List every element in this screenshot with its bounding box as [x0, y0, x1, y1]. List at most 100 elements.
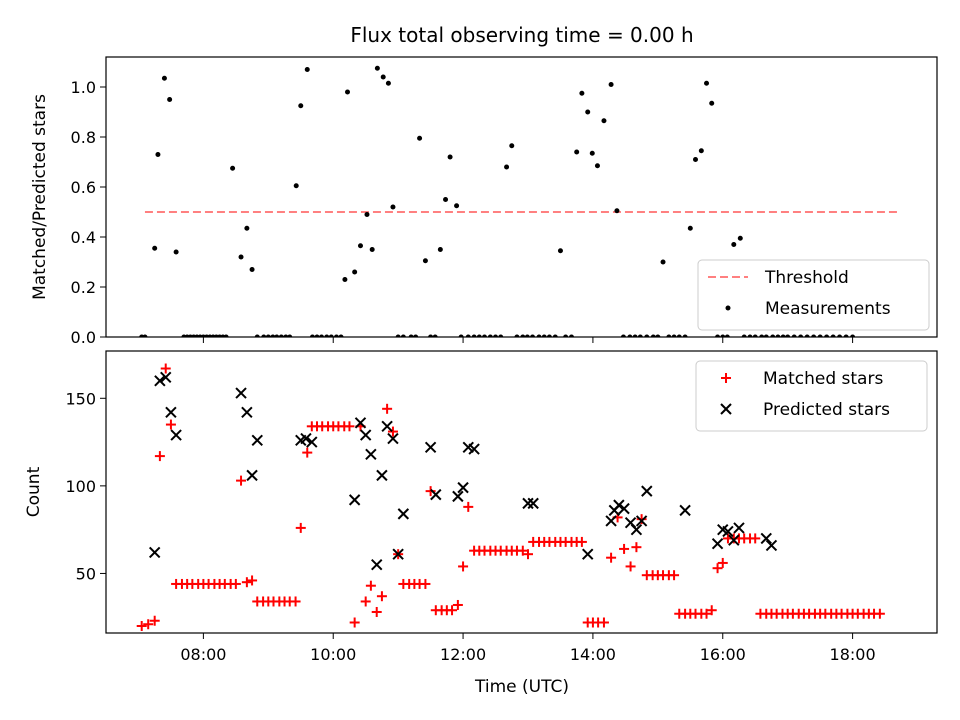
- predicted-star-point: [354, 417, 367, 429]
- predicted-star-point: [679, 504, 691, 517]
- measurement-point: [324, 334, 330, 337]
- predicted-star-point: [241, 406, 253, 419]
- measurement-point: [408, 334, 414, 337]
- matched-star-point: [458, 561, 469, 572]
- predicted-star-point: [582, 548, 594, 560]
- predicted-star-point: [251, 434, 263, 447]
- measurement-point: [364, 212, 370, 217]
- measurement-point: [568, 334, 574, 337]
- y-tick-label: 150: [65, 389, 96, 408]
- y-axis-label: Count: [24, 466, 44, 517]
- measurement-point: [687, 225, 693, 231]
- measurement-point: [731, 242, 737, 247]
- predicted-star-point: [527, 497, 539, 510]
- measurement-point: [443, 197, 449, 202]
- matched-star-point: [712, 563, 723, 574]
- y-tick-label: 50: [76, 564, 96, 583]
- measurement-point: [614, 208, 620, 214]
- measurement-point: [230, 165, 236, 171]
- matched-star-point: [636, 514, 647, 525]
- legend-predicted-swatch: [720, 403, 732, 415]
- measurement-point: [632, 334, 638, 337]
- measurement-point: [287, 334, 293, 337]
- predicted-star-point: [765, 539, 778, 552]
- measurement-point: [283, 334, 289, 337]
- matched-star-point: [576, 536, 587, 547]
- measurement-point: [843, 334, 849, 337]
- legend-label: Measurements: [765, 299, 891, 319]
- predicted-star-point: [300, 432, 312, 445]
- measurement-point: [293, 183, 299, 189]
- measurement-point: [563, 334, 569, 337]
- plot-area: [136, 363, 885, 631]
- measurement-point: [601, 118, 607, 124]
- predicted-star-point: [630, 523, 643, 536]
- predicted-star-point: [246, 469, 258, 482]
- predicted-star-point: [235, 387, 247, 399]
- predicted-star-point: [365, 448, 377, 461]
- predicted-star-point: [387, 432, 399, 445]
- measurement-point: [676, 334, 682, 337]
- axes-frame: [105, 56, 938, 338]
- measurement-point: [824, 334, 830, 337]
- predicted-star-point: [154, 375, 166, 387]
- predicted-star-point: [613, 499, 625, 511]
- measurement-point: [493, 334, 499, 337]
- measurement-point: [432, 334, 438, 337]
- legend-label: Matched stars: [763, 369, 883, 389]
- matched-star-point: [631, 542, 642, 553]
- measurement-point: [390, 204, 396, 210]
- measurement-point: [458, 334, 464, 337]
- measurement-point: [333, 334, 339, 337]
- y-tick-label: 0.2: [71, 278, 96, 297]
- predicted-star-point: [457, 481, 469, 494]
- measurement-point: [541, 334, 547, 337]
- chart-title: Flux total observing time = 0.00 h: [350, 23, 693, 47]
- measurement-point: [837, 334, 843, 337]
- matched-star-point: [371, 606, 382, 617]
- measurement-point: [737, 235, 743, 241]
- matched-star-point: [619, 543, 630, 554]
- measurement-point: [374, 65, 380, 71]
- x-tick-label: 14:00: [570, 645, 616, 664]
- measurement-point: [620, 334, 626, 337]
- measurement-point: [692, 157, 698, 162]
- x-axis-label: Time (UTC): [474, 677, 569, 697]
- measurement-point: [585, 109, 591, 115]
- predicted-star-point: [424, 441, 437, 454]
- measurement-point: [328, 334, 334, 337]
- measurement-point: [167, 97, 173, 102]
- predicted-star-point: [733, 522, 745, 534]
- predicted-star-point: [160, 371, 172, 383]
- measurement-point: [763, 334, 769, 337]
- matched-star-point: [165, 419, 176, 430]
- measurement-point: [536, 334, 542, 337]
- matched-star-point: [874, 608, 885, 619]
- measurement-point: [223, 334, 229, 337]
- matched-star-point: [425, 486, 436, 497]
- matched-star-point: [706, 605, 717, 616]
- predicted-star-point: [641, 485, 653, 497]
- x-tick-label: 08:00: [180, 645, 226, 664]
- measurement-point: [698, 148, 704, 154]
- measurement-point: [741, 334, 747, 337]
- x-tick-label: 16:00: [700, 645, 746, 664]
- measurement-point: [385, 80, 391, 86]
- measurement-point: [594, 163, 600, 169]
- x-tick-label: 18:00: [830, 645, 876, 664]
- measurement-point: [682, 334, 688, 337]
- matched-star-point: [750, 533, 761, 544]
- x-tick-label: 12:00: [440, 645, 486, 664]
- measurement-point: [830, 334, 836, 337]
- matched-star-point: [447, 605, 458, 616]
- matched-star-point: [344, 421, 355, 432]
- measurement-point: [345, 89, 351, 95]
- measurement-point: [650, 334, 656, 337]
- matched-star-point: [463, 501, 474, 512]
- predicted-star-point: [522, 497, 534, 510]
- legend: Matched stars Predicted stars: [695, 360, 928, 432]
- measurement-point: [498, 334, 504, 337]
- y-tick-label: 0.4: [71, 228, 96, 247]
- measurement-point: [671, 334, 677, 337]
